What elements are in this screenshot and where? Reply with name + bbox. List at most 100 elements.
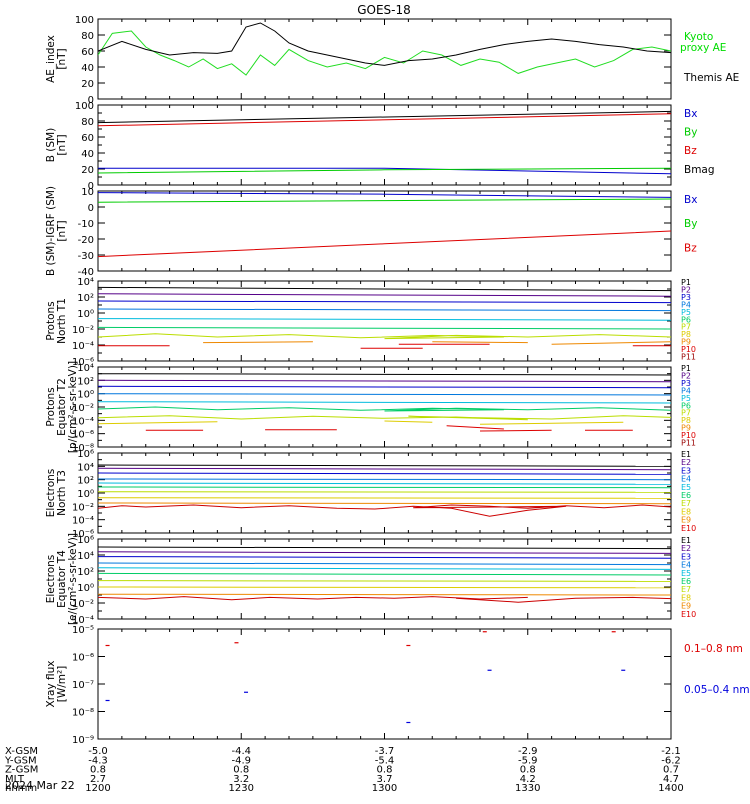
legend-entry: E7 xyxy=(681,499,691,508)
legend-entry: P6 xyxy=(681,401,691,410)
y-tick-label: 10⁻⁸ xyxy=(72,708,94,719)
series-segment xyxy=(479,421,624,425)
legend-entry: E8 xyxy=(681,507,691,516)
series-line-e7 xyxy=(98,580,671,582)
legend-entry: P5 xyxy=(681,394,691,403)
series-line-themis-ae xyxy=(98,22,671,66)
series-line-e4 xyxy=(98,562,671,566)
plot-title: GOES-18 xyxy=(357,3,411,17)
panel-frame xyxy=(97,628,672,740)
y-tick-label: 10⁻⁴ xyxy=(72,416,94,427)
legend-entry: E6 xyxy=(681,491,691,500)
series-line-e9 xyxy=(98,593,671,596)
legend-entry: By xyxy=(684,218,697,230)
legend: Bx By Bz Bmag xyxy=(684,108,715,176)
y-tick-label: 10⁻⁶ xyxy=(72,357,94,368)
x-axis-value: -2.9 xyxy=(518,746,538,757)
x-axis-value: -2.1 xyxy=(661,746,681,757)
y-tick-label: 10 xyxy=(81,187,94,198)
y-tick-label: 0 xyxy=(88,203,94,214)
y-axis-label: [W/m²] xyxy=(56,666,68,703)
y-tick-label: 100 xyxy=(75,15,94,26)
series-line-e9 xyxy=(98,502,671,505)
x-axis-value: 3.2 xyxy=(233,774,249,785)
x-axis-value: 0.8 xyxy=(377,765,393,776)
y-tick-label: -20 xyxy=(78,235,94,246)
legend-entry: Kyoto xyxy=(684,31,713,43)
legend-entry: Bx xyxy=(684,194,697,206)
x-axis-value: 1300 xyxy=(372,783,397,794)
series-line-p6 xyxy=(98,406,671,412)
series-segment xyxy=(446,425,504,430)
y-tick-label: 10⁴ xyxy=(77,363,94,374)
legend: 0.1–0.8 nm 0.05–0.4 nm xyxy=(684,643,750,696)
series-line-e5 xyxy=(98,567,671,570)
panel-ee: 10⁻⁴ 10⁻² 10⁰ 10² 10⁴ 10⁶ Electrons Equator T4[… xyxy=(45,533,696,626)
legend-entry: P1 xyxy=(681,278,691,287)
series-line-kyoto-proxy-ae xyxy=(98,30,671,76)
series-group xyxy=(98,373,671,432)
y-tick-label: 0 xyxy=(88,181,94,192)
y-tick-label: 10⁻² xyxy=(72,599,94,610)
legend-entry: E1 xyxy=(681,450,691,459)
legend-entry: P6 xyxy=(681,315,691,324)
x-axis-value: 0.8 xyxy=(90,765,106,776)
x-axis-value: -6.2 xyxy=(661,755,681,766)
y-axis-label: AE_index xyxy=(45,35,57,83)
y-axis-label: [nT] xyxy=(56,48,68,69)
legend-entry: P9 xyxy=(681,338,691,347)
series-line-e7 xyxy=(98,491,671,493)
x-axis-value: 0.7 xyxy=(663,765,679,776)
legend-entry: P4 xyxy=(681,386,691,395)
series-line-p5 xyxy=(98,401,671,404)
legend-entry: P1 xyxy=(681,364,691,373)
series-line-e5 xyxy=(98,482,671,485)
series-group xyxy=(98,546,671,603)
y-tick-label: 10⁴ xyxy=(77,277,94,288)
legend-entry: Bz xyxy=(684,242,697,254)
series-line-p5 xyxy=(98,318,671,321)
y-axis-label: B (SM) xyxy=(45,128,57,162)
series-line-e2 xyxy=(98,551,671,554)
legend-entry: E8 xyxy=(681,593,691,602)
y-axis-label: Equator T4 xyxy=(56,550,68,608)
series-group xyxy=(98,286,671,349)
panel-frame xyxy=(97,538,672,620)
legend-entry: P9 xyxy=(681,424,691,433)
legend-entry: E9 xyxy=(681,602,691,611)
x-axis-value: 1330 xyxy=(515,783,540,794)
series-line-e8 xyxy=(98,497,671,499)
legend-entry: E6 xyxy=(681,577,691,586)
y-tick-label: 10⁰ xyxy=(77,489,94,500)
series-line-p6 xyxy=(98,326,671,330)
panel-frame xyxy=(97,18,672,100)
x-axis-row-label: X-GSM xyxy=(5,746,38,757)
series-group xyxy=(98,464,671,517)
series-segment xyxy=(203,341,313,344)
y-axis-label: Protons xyxy=(45,387,57,426)
y-tick-label: 10⁻⁵ xyxy=(72,625,94,636)
legend-entry: P2 xyxy=(681,285,691,294)
series-line-p2 xyxy=(98,379,671,383)
y-tick-label: 10⁻² xyxy=(72,403,94,414)
legend-entry: E7 xyxy=(681,585,691,594)
series-group xyxy=(105,631,626,724)
series-line-e8 xyxy=(98,586,671,589)
y-axis-label: Xray flux xyxy=(45,661,57,708)
series-line-e10 xyxy=(98,504,671,517)
x-axis-value: -5.0 xyxy=(88,746,108,757)
y-axis-label: Equator T2 xyxy=(56,378,68,436)
y-tick-label: 10² xyxy=(77,376,94,387)
series-line-by xyxy=(98,167,671,174)
legend-entry: Bmag xyxy=(684,164,715,176)
panel-pe: 10⁻⁸ 10⁻⁶ 10⁻⁴ 10⁻² 10⁰ 10² 10⁴ Protons Equator … xyxy=(45,361,696,454)
legend-entry: E10 xyxy=(681,610,696,619)
series-line-p1 xyxy=(98,373,671,376)
